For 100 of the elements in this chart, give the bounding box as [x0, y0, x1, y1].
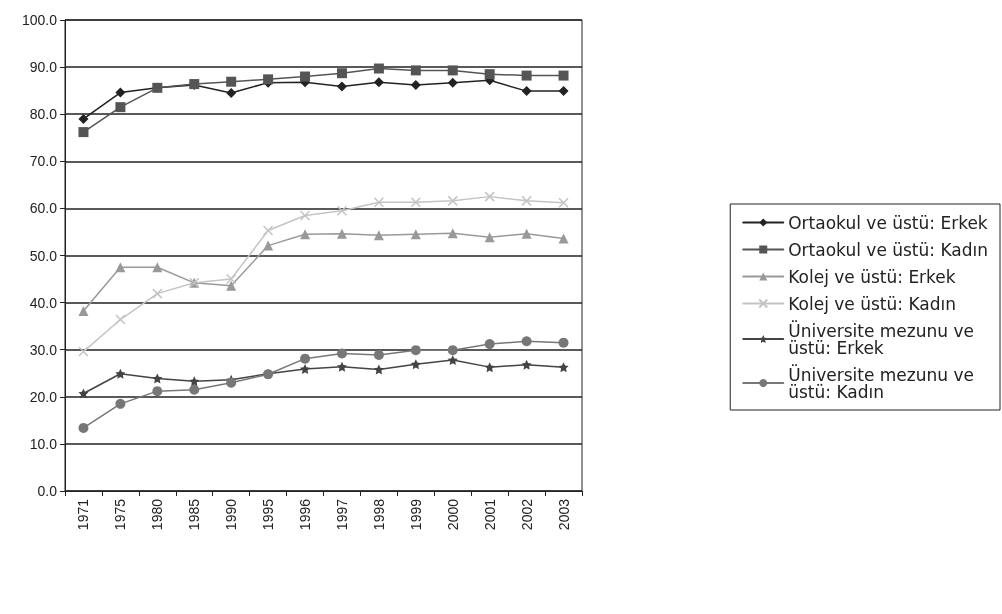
- point: [336, 348, 347, 359]
- point: [226, 76, 237, 87]
- x-tick-label: 2003: [555, 498, 572, 531]
- point: [410, 197, 422, 208]
- point: [410, 359, 421, 370]
- point: [558, 337, 569, 348]
- point: [78, 113, 89, 124]
- point: [300, 71, 311, 82]
- y-tick-label: 0.0: [37, 483, 58, 499]
- point: [447, 345, 458, 356]
- point: [115, 87, 126, 98]
- point: [447, 77, 458, 88]
- point: [263, 240, 274, 251]
- legend-label: Üniversite mezunu ve üstü: Erkek: [788, 319, 980, 358]
- y-tick-label: 40.0: [29, 294, 58, 311]
- point: [410, 229, 421, 240]
- point: [558, 70, 569, 81]
- point: [521, 86, 532, 97]
- x-tick-label: 1998: [370, 498, 387, 531]
- point: [373, 349, 384, 360]
- point: [447, 355, 458, 366]
- legend-label: Kolej ve üstü: Kadın: [788, 293, 956, 314]
- point: [78, 422, 89, 433]
- x-tick-label: 1995: [260, 498, 277, 531]
- point: [152, 373, 163, 384]
- point: [521, 336, 532, 347]
- point: [410, 65, 421, 76]
- x-tick-label: 1996: [297, 498, 314, 531]
- point: [115, 314, 126, 325]
- x-tick-label: 1997: [333, 498, 350, 531]
- legend-label: Kolej ve üstü: Erkek: [788, 266, 956, 287]
- y-tick-label: 90.0: [29, 59, 58, 76]
- point: [299, 210, 311, 221]
- y-tick-label: 80.0: [29, 106, 58, 123]
- x-tick-label: 1990: [223, 498, 240, 531]
- point: [226, 280, 237, 291]
- point: [262, 225, 274, 236]
- point: [558, 197, 569, 208]
- point: [447, 228, 458, 239]
- point: [373, 77, 384, 88]
- point: [336, 68, 347, 79]
- point: [336, 228, 347, 239]
- x-tick-label: 2002: [518, 498, 535, 531]
- point: [521, 195, 532, 207]
- point: [410, 345, 421, 356]
- point: [225, 273, 237, 285]
- point: [373, 230, 384, 241]
- point: [521, 228, 532, 239]
- point: [78, 306, 89, 317]
- point: [300, 364, 311, 375]
- point: [78, 388, 89, 399]
- point: [189, 384, 200, 395]
- point: [336, 81, 347, 92]
- legend-label: Üniversite mezunu ve üstü: Kadın: [788, 363, 980, 402]
- point: [115, 102, 126, 113]
- y-tick-label: 50.0: [29, 247, 58, 264]
- y-tick-label: 10.0: [29, 435, 58, 452]
- point: [484, 232, 495, 243]
- y-tick-label: 30.0: [29, 341, 58, 358]
- point: [78, 127, 89, 138]
- x-tick-label: 1985: [186, 498, 203, 531]
- point: [484, 69, 495, 80]
- point: [484, 339, 495, 350]
- point: [484, 362, 495, 373]
- point: [115, 368, 126, 379]
- x-tick-label: 1980: [149, 498, 166, 531]
- point: [558, 86, 569, 97]
- x-tick-label: 1975: [112, 498, 129, 531]
- x-tick-label: 2001: [481, 498, 498, 531]
- point: [447, 65, 458, 76]
- y-tick-label: 20.0: [29, 388, 58, 405]
- legend-label: Ortaokul ve üstü: Kadın: [788, 239, 989, 260]
- point: [447, 195, 458, 207]
- point: [373, 63, 384, 74]
- point: [152, 386, 163, 397]
- point: [558, 233, 569, 244]
- point: [152, 262, 163, 273]
- point: [558, 362, 569, 373]
- point: [410, 80, 421, 90]
- x-tick-label: 2000: [444, 498, 461, 531]
- y-tick-label: 70.0: [29, 153, 58, 170]
- point: [152, 288, 163, 299]
- point: [189, 376, 200, 387]
- point: [373, 197, 385, 208]
- legend-label: Ortaokul ve üstü: Erkek: [788, 212, 988, 233]
- point: [336, 361, 347, 372]
- x-tick-label: 1971: [75, 498, 92, 531]
- point: [78, 346, 89, 357]
- point: [336, 205, 348, 217]
- point: [373, 364, 384, 375]
- point: [115, 398, 126, 409]
- y-tick-label: 60.0: [29, 200, 58, 217]
- point: [521, 70, 532, 81]
- point: [300, 229, 311, 240]
- point: [115, 262, 126, 273]
- point: [226, 88, 237, 98]
- point: [484, 191, 495, 202]
- x-tick-label: 1999: [407, 498, 424, 531]
- y-tick-label: 100.0: [21, 12, 58, 28]
- point: [300, 353, 311, 364]
